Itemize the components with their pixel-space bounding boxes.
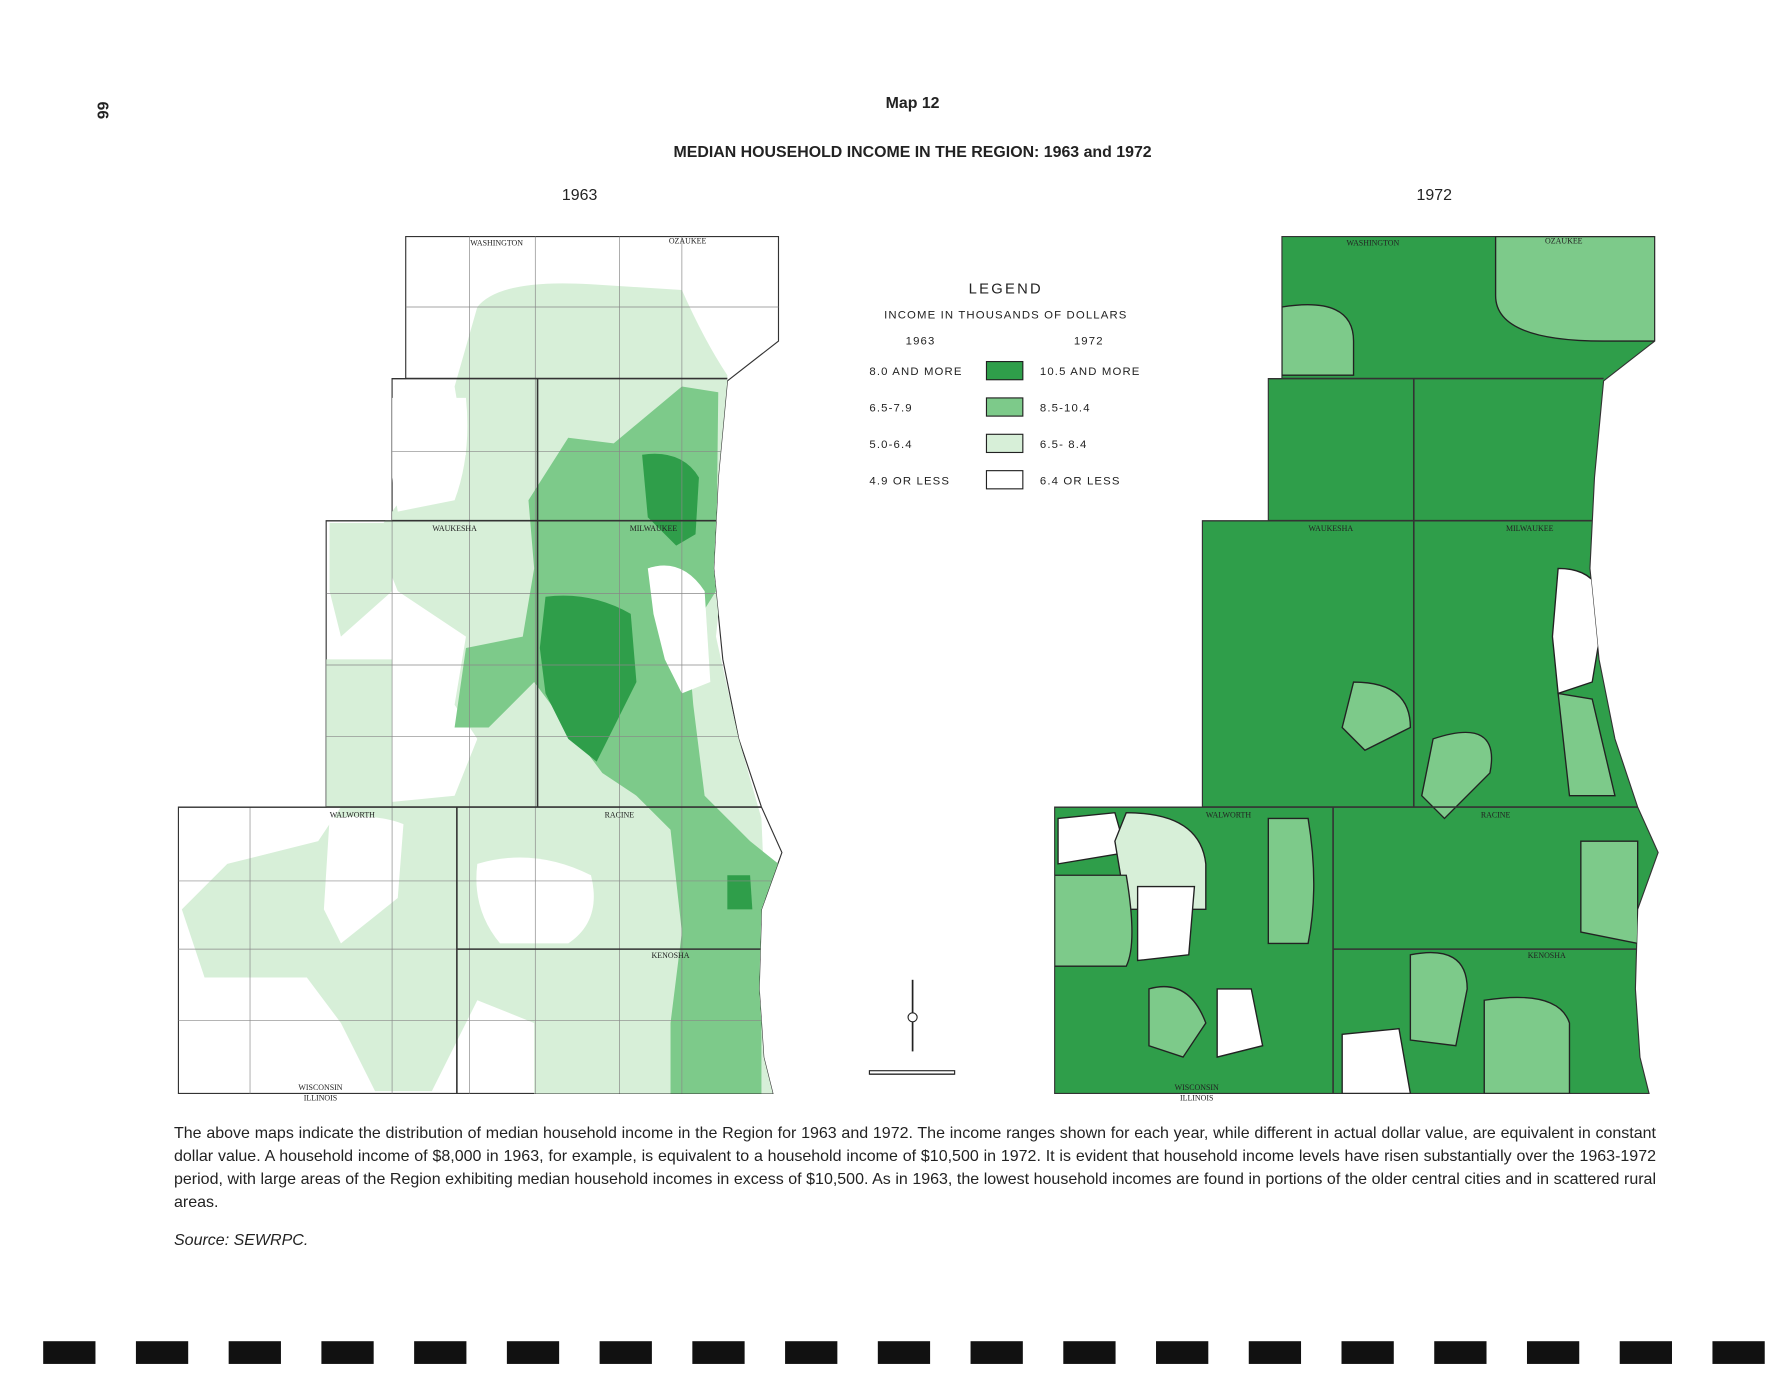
panel-title: 1963	[562, 187, 598, 204]
county-label: RACINE	[605, 810, 635, 819]
source: Source: SEWRPC.	[174, 1232, 309, 1249]
legend-range-1963: 8.0 AND MORE	[869, 366, 962, 378]
map-1963	[177, 235, 783, 1095]
legend-column: 1972	[1074, 336, 1104, 348]
legend-range-1972: 8.5-10.4	[1040, 403, 1091, 415]
binding-mark	[785, 1341, 838, 1364]
county-label: OZAUKEE	[669, 236, 707, 245]
binding-mark	[1526, 1341, 1580, 1364]
north-arrow	[907, 979, 918, 1052]
graphic-scale	[868, 1070, 956, 1075]
county-label: WISCONSIN	[1175, 1083, 1219, 1092]
page-number: 66	[94, 102, 111, 120]
binding-mark	[506, 1341, 560, 1364]
binding-marks	[43, 1341, 1765, 1364]
panel-title: 1972	[1417, 187, 1453, 204]
caption: The above maps indicate the distribution…	[174, 1125, 1656, 1211]
legend-range-1963: 5.0-6.4	[869, 439, 912, 451]
legend-range-1972: 6.5- 8.4	[1040, 439, 1088, 451]
map-1972	[1054, 235, 1659, 1095]
legend-column: 1963	[906, 336, 936, 348]
binding-mark	[1156, 1341, 1209, 1364]
binding-mark	[1619, 1341, 1672, 1364]
county-label: RACINE	[1481, 810, 1511, 819]
county-label: MILWAUKEE	[1506, 524, 1554, 533]
binding-mark	[1063, 1341, 1116, 1364]
county-label: ILLINOIS	[304, 1093, 338, 1102]
binding-mark	[1434, 1341, 1487, 1364]
binding-mark	[599, 1341, 652, 1364]
legend-swatch	[985, 433, 1024, 454]
county-label: WALWORTH	[1206, 810, 1251, 819]
legend-range-1963: 4.9 OR LESS	[869, 475, 950, 487]
legend-swatch	[985, 360, 1024, 381]
binding-mark	[1712, 1341, 1765, 1364]
county-label: WASHINGTON	[470, 239, 523, 248]
county-label: WAUKESHA	[432, 524, 477, 533]
legend-title: LEGEND	[969, 281, 1043, 297]
binding-mark	[970, 1341, 1023, 1364]
legend-subtitle: INCOME IN THOUSANDS OF DOLLARS	[884, 309, 1127, 321]
legend-swatch	[985, 470, 1024, 490]
county-label: WISCONSIN	[298, 1083, 342, 1092]
legend-range-1963: 6.5-7.9	[869, 403, 912, 415]
county-label: WAUKESHA	[1309, 524, 1354, 533]
binding-mark	[877, 1341, 931, 1364]
binding-mark	[321, 1341, 374, 1364]
legend-range-1972: 6.4 OR LESS	[1040, 475, 1121, 487]
binding-mark	[692, 1341, 745, 1364]
binding-mark	[135, 1341, 189, 1364]
map-label: Map 12	[886, 95, 940, 112]
county-label: ILLINOIS	[1180, 1093, 1214, 1102]
legend-swatch	[985, 397, 1024, 417]
binding-mark	[228, 1341, 281, 1364]
binding-mark	[414, 1341, 467, 1364]
county-label: KENOSHA	[1528, 951, 1566, 960]
map-title: MEDIAN HOUSEHOLD INCOME IN THE REGION: 1…	[674, 144, 1152, 161]
county-label: MILWAUKEE	[630, 524, 678, 533]
county-label: OZAUKEE	[1545, 236, 1583, 245]
county-label: WALWORTH	[330, 810, 375, 819]
binding-mark	[1248, 1341, 1302, 1364]
legend: LEGEND INCOME IN THOUSANDS OF DOLLARS 19…	[869, 281, 1141, 490]
county-label: KENOSHA	[652, 951, 690, 960]
binding-mark	[1341, 1341, 1394, 1364]
binding-mark	[43, 1341, 96, 1364]
legend-range-1972: 10.5 AND MORE	[1040, 366, 1141, 378]
county-label: WASHINGTON	[1346, 239, 1399, 248]
